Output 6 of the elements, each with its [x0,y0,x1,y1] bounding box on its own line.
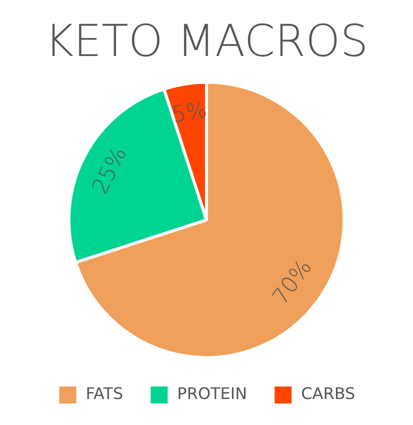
legend-label: PROTEIN [177,384,248,404]
data-label: 25% [88,143,132,198]
legend-label: CARBS [301,384,356,404]
legend-label: FATS [86,384,124,404]
chart-title: KETO MACROS [44,16,368,67]
data-label: 5% [170,98,209,128]
